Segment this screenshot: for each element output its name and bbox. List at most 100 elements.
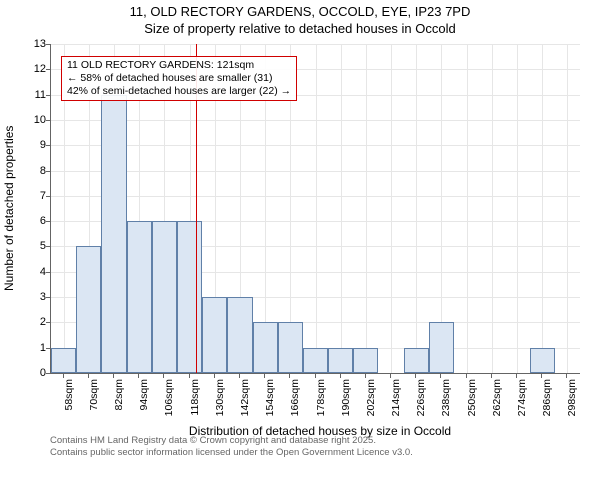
title-line-2: Size of property relative to detached ho…: [0, 21, 600, 38]
y-tick-label: 2: [28, 316, 46, 328]
x-tick-mark: [239, 374, 240, 378]
gridline-v: [316, 44, 317, 373]
y-axis-label: Number of detached properties: [2, 126, 16, 291]
y-tick-label: 4: [28, 266, 46, 278]
x-tick-mark: [264, 374, 265, 378]
y-tick-label: 3: [28, 291, 46, 303]
histogram-bar: [353, 348, 378, 373]
x-tick-label: 262sqm: [491, 379, 503, 421]
x-tick-mark: [440, 374, 441, 378]
x-tick-label: 214sqm: [390, 379, 402, 421]
x-tick-label: 154sqm: [264, 379, 276, 421]
y-tick-mark: [46, 196, 50, 197]
histogram-bar: [202, 297, 227, 373]
x-tick-mark: [289, 374, 290, 378]
x-tick-label: 250sqm: [466, 379, 478, 421]
x-tick-mark: [214, 374, 215, 378]
histogram-bar: [51, 348, 76, 373]
y-tick-mark: [46, 44, 50, 45]
y-tick-mark: [46, 221, 50, 222]
plot-region: 11 OLD RECTORY GARDENS: 121sqm ← 58% of …: [50, 44, 580, 374]
gridline-v: [517, 44, 518, 373]
x-tick-label: 82sqm: [113, 379, 125, 421]
histogram-bar: [278, 322, 303, 373]
gridline-v: [492, 44, 493, 373]
x-tick-label: 298sqm: [566, 379, 578, 421]
x-tick-label: 178sqm: [315, 379, 327, 421]
histogram-bar: [76, 246, 101, 373]
callout-line-1: 11 OLD RECTORY GARDENS: 121sqm: [67, 59, 291, 72]
footer-attribution: Contains HM Land Registry data © Crown c…: [50, 435, 413, 458]
gridline-v: [542, 44, 543, 373]
x-tick-label: 202sqm: [365, 379, 377, 421]
x-tick-mark: [315, 374, 316, 378]
y-tick-label: 5: [28, 240, 46, 252]
x-tick-label: 106sqm: [163, 379, 175, 421]
histogram-bar: [101, 95, 126, 373]
x-tick-label: 166sqm: [289, 379, 301, 421]
y-tick-mark: [46, 246, 50, 247]
x-tick-label: 286sqm: [541, 379, 553, 421]
callout-line-3: 42% of semi-detached houses are larger (…: [67, 85, 291, 98]
x-tick-label: 142sqm: [239, 379, 251, 421]
y-tick-mark: [46, 348, 50, 349]
histogram-bar: [530, 348, 555, 373]
y-tick-label: 8: [28, 165, 46, 177]
y-tick-mark: [46, 297, 50, 298]
gridline-v: [467, 44, 468, 373]
histogram-bar: [152, 221, 177, 373]
callout-line-2: ← 58% of detached houses are smaller (31…: [67, 72, 291, 85]
y-tick-label: 11: [28, 89, 46, 101]
x-tick-label: 274sqm: [516, 379, 528, 421]
x-tick-mark: [365, 374, 366, 378]
x-tick-mark: [163, 374, 164, 378]
histogram-bar: [429, 322, 454, 373]
y-tick-label: 6: [28, 215, 46, 227]
x-tick-mark: [113, 374, 114, 378]
x-tick-mark: [516, 374, 517, 378]
gridline-v: [567, 44, 568, 373]
callout-box: 11 OLD RECTORY GARDENS: 121sqm ← 58% of …: [61, 56, 297, 101]
x-tick-mark: [415, 374, 416, 378]
x-tick-mark: [340, 374, 341, 378]
y-tick-label: 1: [28, 342, 46, 354]
gridline-v: [416, 44, 417, 373]
x-tick-mark: [189, 374, 190, 378]
gridline-v: [341, 44, 342, 373]
y-tick-mark: [46, 145, 50, 146]
x-tick-mark: [88, 374, 89, 378]
histogram-bar: [177, 221, 202, 373]
footer-line-1: Contains HM Land Registry data © Crown c…: [50, 435, 413, 446]
chart-title: 11, OLD RECTORY GARDENS, OCCOLD, EYE, IP…: [0, 0, 600, 38]
x-tick-mark: [541, 374, 542, 378]
gridline-v: [366, 44, 367, 373]
x-tick-mark: [566, 374, 567, 378]
y-tick-label: 9: [28, 139, 46, 151]
x-tick-label: 94sqm: [138, 379, 150, 421]
x-tick-label: 130sqm: [214, 379, 226, 421]
y-tick-mark: [46, 95, 50, 96]
y-tick-label: 7: [28, 190, 46, 202]
y-tick-mark: [46, 171, 50, 172]
y-tick-mark: [46, 120, 50, 121]
y-tick-mark: [46, 69, 50, 70]
histogram-bar: [253, 322, 278, 373]
x-tick-mark: [466, 374, 467, 378]
histogram-bar: [127, 221, 152, 373]
histogram-bar: [404, 348, 429, 373]
x-tick-mark: [390, 374, 391, 378]
x-tick-label: 226sqm: [415, 379, 427, 421]
y-tick-mark: [46, 373, 50, 374]
y-tick-label: 13: [28, 38, 46, 50]
y-tick-mark: [46, 322, 50, 323]
x-tick-label: 58sqm: [63, 379, 75, 421]
gridline-v: [391, 44, 392, 373]
title-line-1: 11, OLD RECTORY GARDENS, OCCOLD, EYE, IP…: [0, 4, 600, 21]
footer-line-2: Contains public sector information licen…: [50, 447, 413, 458]
x-tick-label: 238sqm: [440, 379, 452, 421]
chart-area: Number of detached properties 11 OLD REC…: [0, 40, 600, 460]
x-tick-mark: [138, 374, 139, 378]
x-tick-mark: [491, 374, 492, 378]
x-tick-mark: [63, 374, 64, 378]
y-tick-label: 10: [28, 114, 46, 126]
